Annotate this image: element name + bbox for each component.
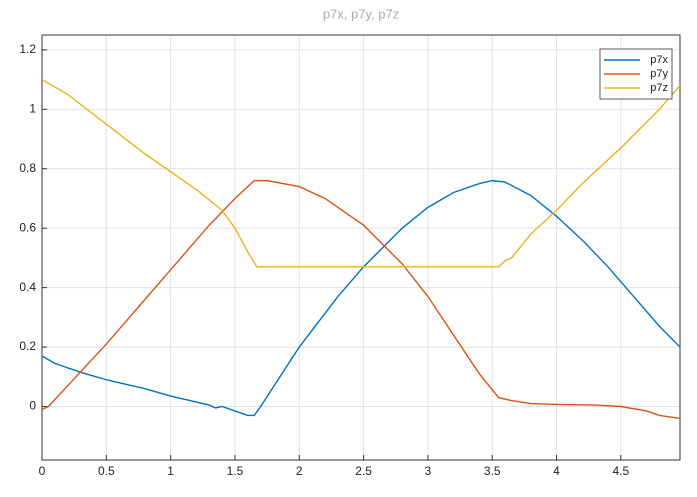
y-tick-label: 0.6 xyxy=(19,220,36,234)
line xyxy=(41,179,681,420)
y-tick-label: 1.2 xyxy=(19,42,36,56)
y-tick-label: 0.2 xyxy=(19,339,36,353)
legend-label: p7y xyxy=(650,68,668,80)
x-tick-label: 4 xyxy=(553,464,560,478)
line xyxy=(41,78,681,268)
x-tick-label: 1.5 xyxy=(227,464,244,478)
x-tick-label: 3 xyxy=(425,464,432,478)
legend-label: p7z xyxy=(650,82,668,94)
chart-title: p7x, p7y, p7z xyxy=(323,6,399,21)
x-tick-label: 2 xyxy=(296,464,303,478)
x-tick-label: 3.5 xyxy=(484,464,501,478)
x-tick-label: 1 xyxy=(167,464,174,478)
x-tick-label: 2.5 xyxy=(355,464,372,478)
x-tick-label: 0.5 xyxy=(98,464,115,478)
y-tick-label: 1 xyxy=(29,101,36,115)
legend-label: p7x xyxy=(650,54,668,66)
x-tick-label: 4.5 xyxy=(612,464,629,478)
axes-box xyxy=(41,34,681,461)
line xyxy=(41,179,681,417)
x-tick-label: 0 xyxy=(39,464,46,478)
y-tick-label: 0 xyxy=(29,399,36,413)
y-tick-label: 0.8 xyxy=(19,161,36,175)
y-tick-label: 0.4 xyxy=(19,280,36,294)
